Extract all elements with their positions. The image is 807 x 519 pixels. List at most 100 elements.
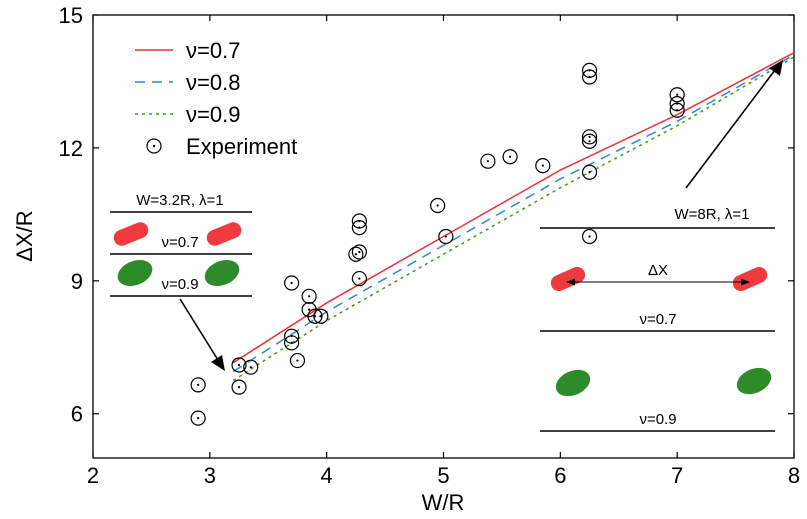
legend-marker-experiment-dot — [152, 144, 156, 148]
experiment-point-dot — [354, 253, 357, 256]
experiment-point-dot — [358, 250, 361, 254]
experiment-point-dot — [676, 93, 679, 96]
x-tick-label: 8 — [788, 463, 800, 488]
y-tick-label: 9 — [71, 269, 83, 294]
right-red-blob-a — [550, 266, 586, 292]
experiment-point-dot — [588, 140, 591, 143]
experiment-markers — [190, 62, 685, 426]
right-green-blob-a — [555, 369, 591, 397]
experiment-point-dot — [444, 235, 447, 238]
experiment-point-dot — [197, 383, 200, 387]
y-tick-label: 12 — [59, 136, 83, 161]
experiment-point-dot — [308, 295, 311, 298]
experiment-point-dot — [308, 308, 311, 311]
legend-label-nu09: ν=0.9 — [186, 102, 240, 127]
experiment-point-dot — [588, 235, 591, 238]
right-inset: W=8R, λ=1 ΔX ν=0.7 ν=0.9 — [540, 60, 783, 432]
experiment-point — [581, 228, 598, 245]
experiment-point-dot — [290, 341, 293, 344]
experiment-point — [438, 228, 454, 245]
right-inset-arrowhead — [769, 60, 783, 76]
experiment-point — [430, 197, 446, 214]
left-inset-label-nu09: ν=0.9 — [161, 276, 198, 293]
experiment-point — [669, 87, 685, 103]
y-axis-ticks: 6 9 12 15 — [59, 3, 794, 427]
right-inset-title: W=8R, λ=1 — [674, 206, 749, 223]
experiment-point — [313, 308, 329, 324]
experiment-point-dot — [676, 109, 679, 112]
experiment-point — [480, 153, 496, 169]
experiment-point-dot — [588, 75, 591, 79]
experiment-point-dot — [486, 160, 489, 163]
experiment-point-dot — [249, 366, 252, 369]
legend: ν=0.7 ν=0.8 ν=0.9 Experiment — [135, 38, 297, 159]
right-inset-delta-arrow-right — [741, 278, 750, 286]
x-tick-label: 2 — [87, 463, 99, 488]
x-axis-label: W/R — [422, 490, 465, 515]
experiment-point — [190, 410, 206, 426]
experiment-point-dot — [358, 277, 361, 280]
experiment-point-dot — [588, 135, 591, 138]
experiment-point — [243, 359, 259, 375]
left-inset-title: W=3.2R, λ=1 — [136, 192, 224, 209]
right-inset-label-nu09: ν=0.9 — [639, 411, 676, 428]
experiment-point — [581, 164, 598, 180]
experiment-point — [231, 379, 247, 395]
series-line-07 — [232, 51, 795, 364]
right-inset-delta-label: ΔX — [648, 262, 668, 279]
experiment-point-dot — [237, 363, 241, 367]
experiment-point-dot — [237, 386, 241, 389]
experiment-point-dot — [296, 359, 299, 362]
legend-label-nu08: ν=0.8 — [186, 70, 240, 95]
x-tick-label: 7 — [671, 463, 683, 488]
experiment-point-dot — [358, 226, 361, 229]
experiment-point-dot — [541, 164, 544, 167]
left-inset-label-nu07: ν=0.7 — [161, 234, 198, 251]
left-red-blob-a — [113, 222, 149, 246]
experiment-point — [351, 220, 367, 236]
experiment-point — [348, 246, 364, 262]
experiment-point — [289, 352, 306, 369]
experiment-point-dot — [508, 155, 512, 158]
experiment-point-dot — [588, 171, 591, 174]
left-green-blob-b — [204, 259, 240, 287]
right-inset-label-nu07: ν=0.7 — [639, 311, 676, 328]
experiment-point — [581, 69, 598, 85]
experiment-point — [351, 270, 367, 287]
y-tick-label: 15 — [59, 3, 83, 28]
left-inset-arrow — [179, 298, 219, 361]
experiment-point — [284, 275, 300, 291]
y-tick-label: 6 — [71, 402, 83, 427]
legend-label-experiment: Experiment — [186, 134, 297, 159]
experiment-point-dot — [290, 281, 293, 285]
experiment-point — [231, 357, 247, 373]
x-tick-label: 5 — [437, 463, 449, 488]
experiment-point — [301, 288, 317, 304]
experiment-point — [502, 149, 518, 165]
right-inset-delta-arrow-left — [566, 278, 575, 286]
left-red-blob-b — [206, 222, 242, 246]
experiment-point-dot — [319, 315, 322, 318]
right-green-blob-b — [736, 367, 772, 395]
legend-label-nu07: ν=0.7 — [186, 38, 240, 63]
right-inset-arrow — [685, 69, 776, 189]
experiment-point — [535, 158, 551, 174]
y-axis-label: ΔX/R — [12, 210, 37, 261]
experiment-point — [351, 244, 367, 260]
x-tick-label: 6 — [554, 463, 566, 488]
experiment-point-dot — [197, 417, 200, 420]
experiment-point — [190, 377, 206, 393]
left-green-blob-a — [117, 259, 153, 287]
experiment-point — [581, 129, 598, 145]
left-inset: W=3.2R, λ=1 ν=0.7 ν=0.9 — [110, 192, 252, 371]
right-red-blob-b — [732, 266, 768, 292]
series-line-09 — [232, 56, 795, 382]
experiment-point — [669, 102, 685, 118]
experiment-point — [581, 133, 598, 149]
x-axis-ticks: 2 3 4 5 6 7 8 — [87, 15, 800, 488]
experiment-point — [284, 335, 300, 351]
x-tick-label: 4 — [321, 463, 333, 488]
left-inset-arrowhead — [211, 355, 225, 371]
legend-marker-experiment — [146, 138, 162, 154]
